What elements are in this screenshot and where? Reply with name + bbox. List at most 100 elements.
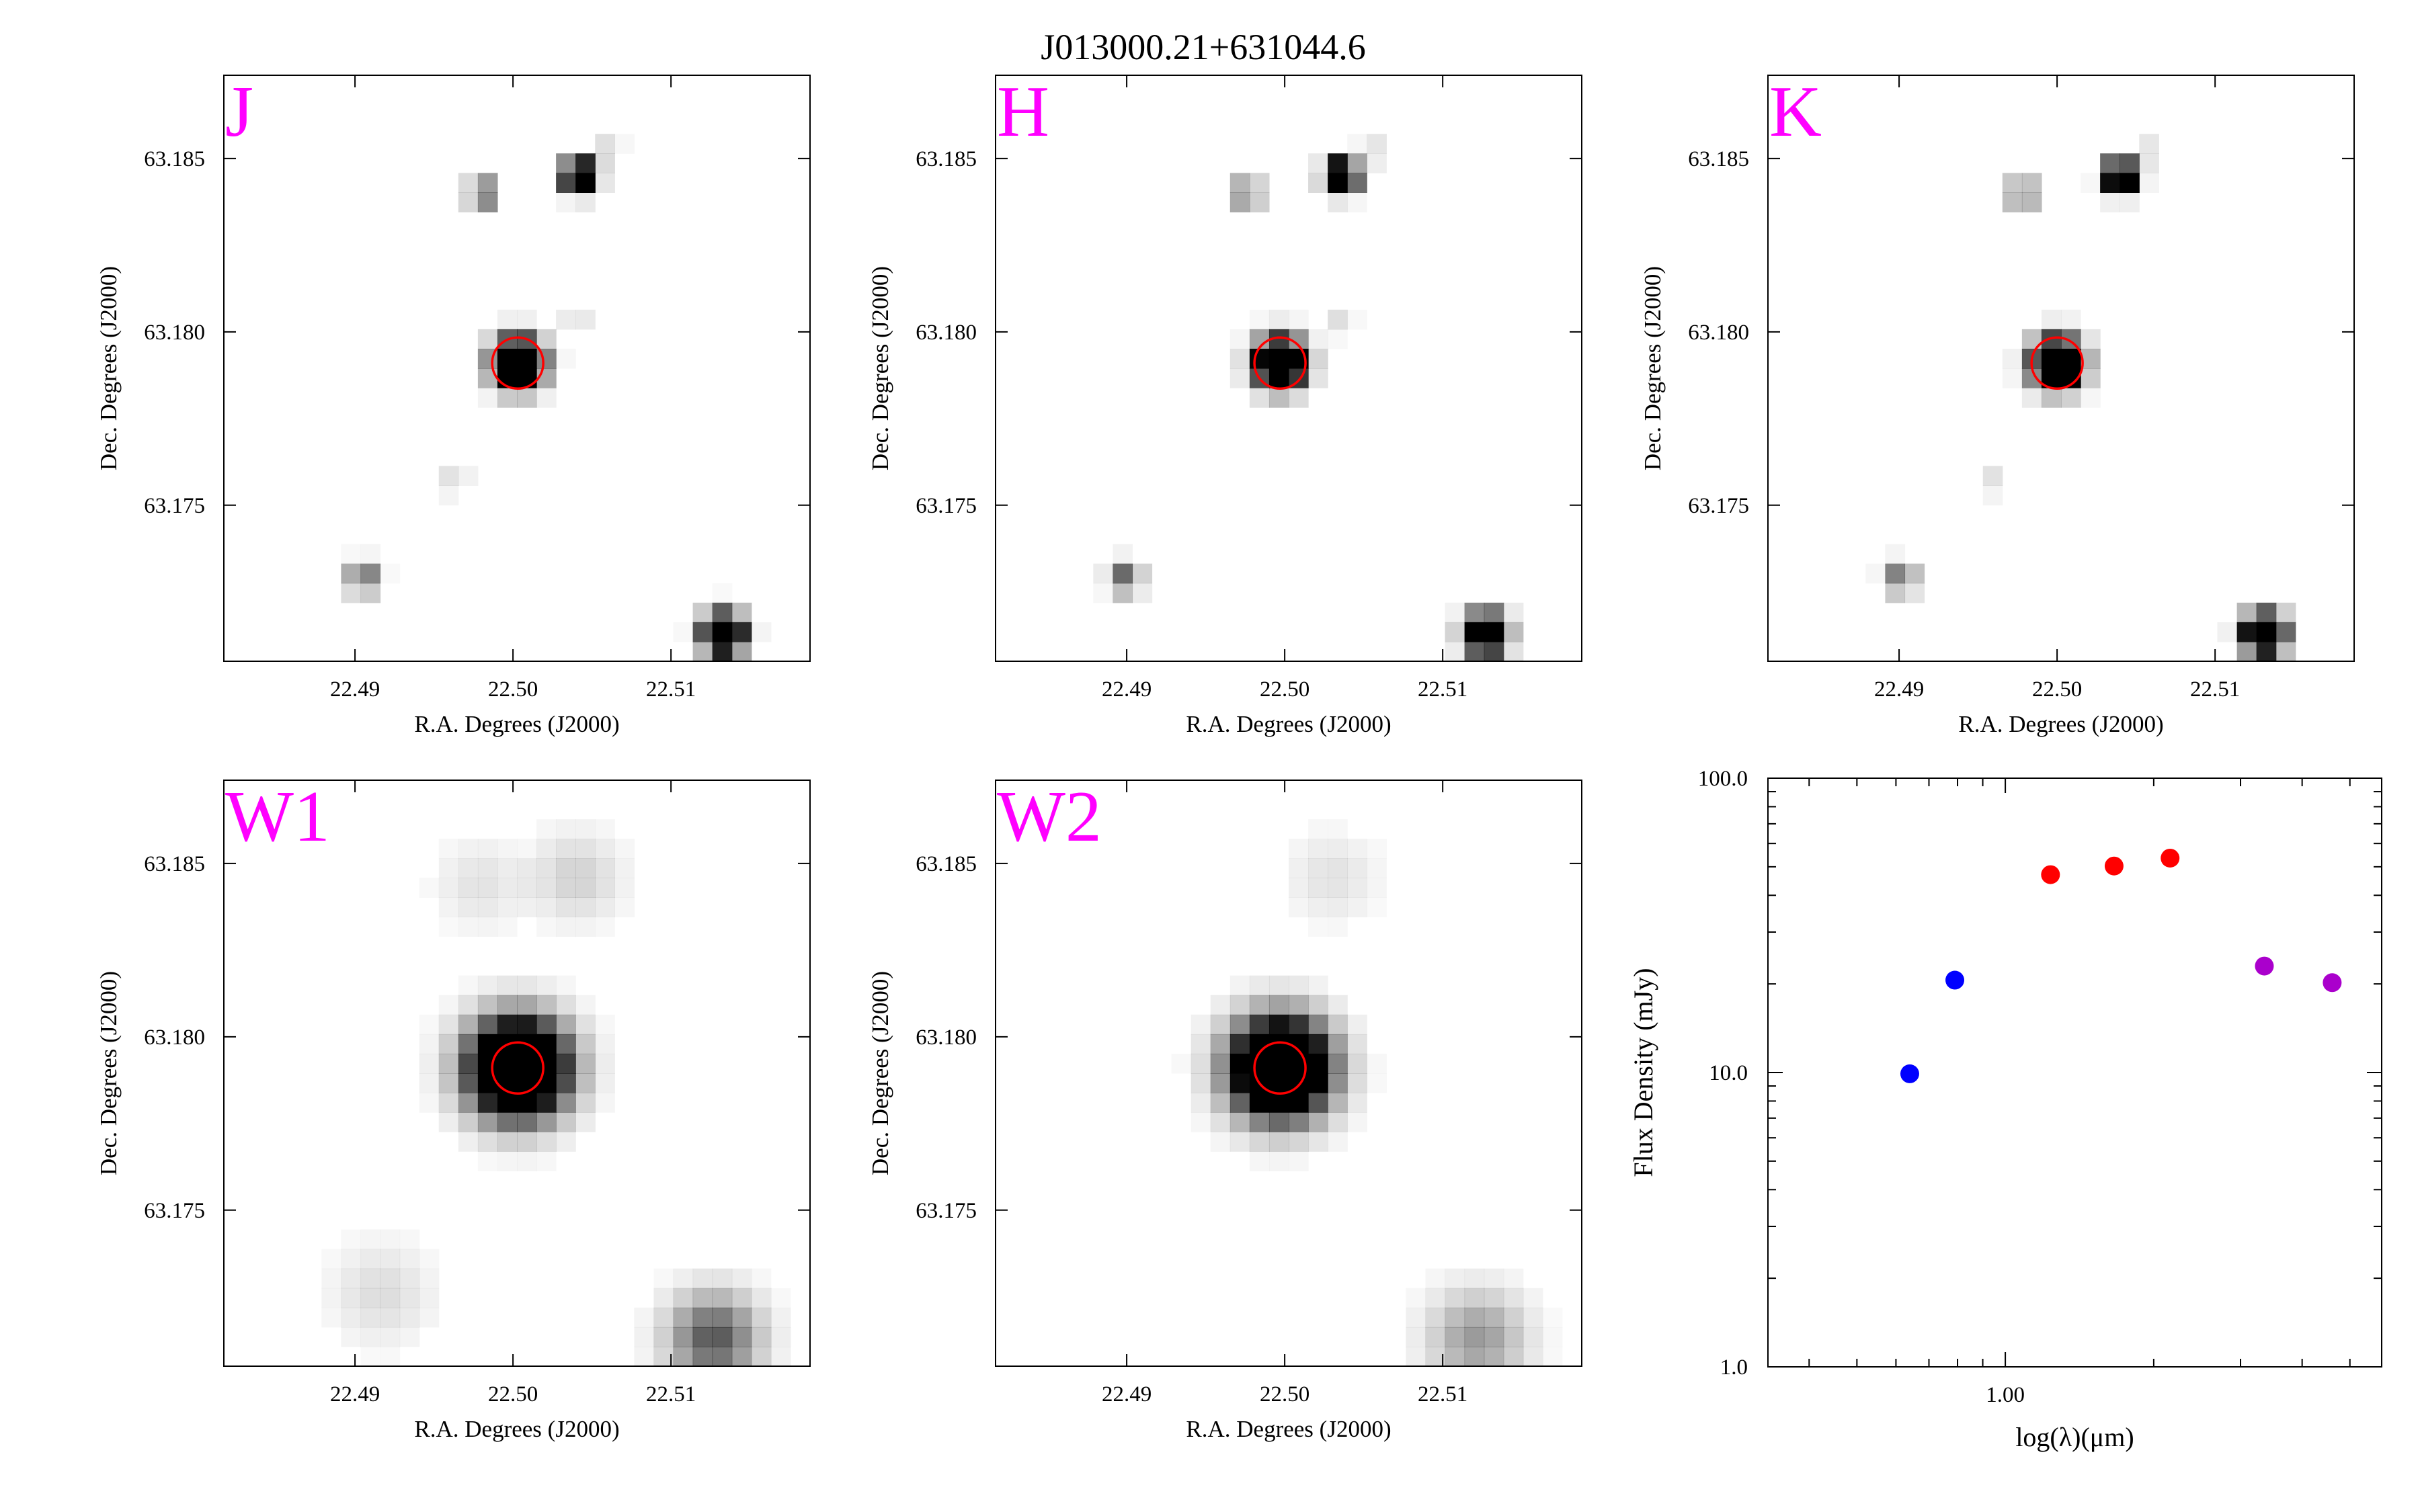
- source-pixel: [458, 995, 479, 1015]
- source-pixel: [341, 583, 362, 603]
- source-pixel: [595, 897, 615, 918]
- source-pixel: [614, 134, 635, 154]
- source-pixel: [517, 878, 537, 898]
- source-pixel: [438, 858, 459, 878]
- source-pixel: [1210, 1053, 1231, 1074]
- source-pixel: [438, 1014, 459, 1035]
- source-pixel: [634, 1307, 655, 1328]
- source-pixel: [458, 466, 479, 486]
- source-pixel: [1229, 192, 1250, 213]
- source-pixel: [1464, 1307, 1485, 1328]
- source-pixel: [1328, 173, 1348, 193]
- sed-point: [2104, 856, 2124, 876]
- source-pixel: [497, 1014, 518, 1035]
- source-pixel: [497, 975, 518, 996]
- source-pixel: [2275, 602, 2296, 623]
- source-pixel: [1445, 1288, 1465, 1308]
- source-pixel: [575, 1073, 596, 1093]
- sed-point: [2041, 865, 2060, 884]
- x-tick-label: 22.49: [1102, 1382, 1152, 1406]
- source-pixel: [556, 1132, 576, 1152]
- source-pixel: [517, 975, 537, 996]
- source-pixel: [712, 641, 733, 661]
- source-pixel: [1406, 1346, 1426, 1366]
- source-pixel: [1464, 1327, 1485, 1347]
- x-tick-label: 22.49: [1874, 677, 1924, 702]
- sed-point: [1945, 970, 1965, 990]
- source-pixel: [517, 897, 537, 917]
- source-pixel: [1289, 995, 1309, 1015]
- source-pixel: [536, 1151, 557, 1171]
- source-pixel: [595, 878, 615, 898]
- source-pixel: [1249, 1132, 1270, 1152]
- source-pixel: [1523, 1307, 1543, 1328]
- source-pixel: [1367, 839, 1387, 859]
- source-pixel: [1523, 1346, 1543, 1366]
- source-pixel: [321, 1268, 341, 1289]
- source-pixel: [1229, 1014, 1250, 1035]
- source-pixel: [653, 1307, 674, 1328]
- panel-frame: [995, 780, 1582, 1367]
- source-pixel: [1406, 1307, 1426, 1328]
- source-pixel: [673, 1327, 694, 1347]
- source-pixel: [1249, 1034, 1270, 1054]
- sed-frame: [1767, 778, 2382, 1368]
- source-pixel: [477, 1132, 498, 1152]
- y-axis-title: Dec. Degrees (J2000): [1640, 266, 1666, 470]
- source-pixel: [360, 1327, 381, 1347]
- source-pixel: [536, 858, 557, 878]
- source-pixel: [1249, 1093, 1270, 1113]
- x-tick-label: 22.51: [646, 1382, 696, 1406]
- source-pixel: [1191, 1014, 1211, 1035]
- source-pixel: [2256, 641, 2277, 661]
- source-pixel: [1503, 1268, 1524, 1289]
- source-pixel: [692, 1346, 713, 1366]
- source-pixel: [1445, 1307, 1465, 1328]
- source-pixel: [419, 1307, 440, 1328]
- source-pixel: [438, 466, 459, 486]
- source-pixel: [360, 1268, 381, 1289]
- source-pixel: [1210, 1034, 1231, 1054]
- source-pixel: [1328, 1053, 1348, 1074]
- source-pixel: [556, 1112, 576, 1132]
- source-pixel: [438, 1053, 459, 1074]
- source-pixel: [575, 839, 596, 859]
- y-tick-label: 63.175: [144, 494, 205, 518]
- pixel-grid: [321, 819, 791, 1366]
- source-pixel: [1308, 1014, 1328, 1035]
- source-pixel: [2041, 388, 2062, 408]
- source-pixel: [1406, 1288, 1426, 1308]
- source-pixel: [1367, 1073, 1387, 1093]
- source-pixel: [575, 153, 596, 173]
- source-pixel: [497, 878, 518, 898]
- source-pixel: [614, 839, 635, 859]
- source-pixel: [458, 173, 479, 193]
- y-axis-title: Flux Density (mJy): [1628, 968, 1658, 1177]
- source-pixel: [1289, 839, 1309, 859]
- pixel-grid: [341, 134, 772, 661]
- source-pixel: [1308, 878, 1328, 898]
- source-pixel: [1347, 839, 1367, 859]
- source-pixel: [1289, 975, 1309, 996]
- source-pixel: [731, 622, 752, 642]
- source-pixel: [692, 641, 713, 661]
- source-pixel: [1367, 878, 1387, 898]
- source-pixel: [380, 1249, 401, 1269]
- source-pixel: [2100, 173, 2120, 193]
- source-pixel: [477, 368, 498, 388]
- source-pixel: [1308, 917, 1328, 937]
- y-axis-title: Dec. Degrees (J2000): [867, 266, 893, 470]
- source-pixel: [517, 1014, 537, 1035]
- x-axis-title: R.A. Degrees (J2000): [1958, 711, 2163, 737]
- source-pixel: [497, 1093, 518, 1113]
- y-tick-label: 63.180: [1688, 321, 1749, 345]
- source-pixel: [674, 622, 694, 642]
- source-pixel: [2139, 153, 2159, 173]
- source-pixel: [1484, 1268, 1504, 1289]
- source-pixel: [497, 309, 518, 330]
- source-pixel: [2041, 309, 2062, 330]
- source-pixel: [1268, 1112, 1289, 1132]
- source-pixel: [536, 1073, 557, 1093]
- source-pixel: [595, 1015, 615, 1035]
- x-tick-label: 22.50: [488, 677, 538, 702]
